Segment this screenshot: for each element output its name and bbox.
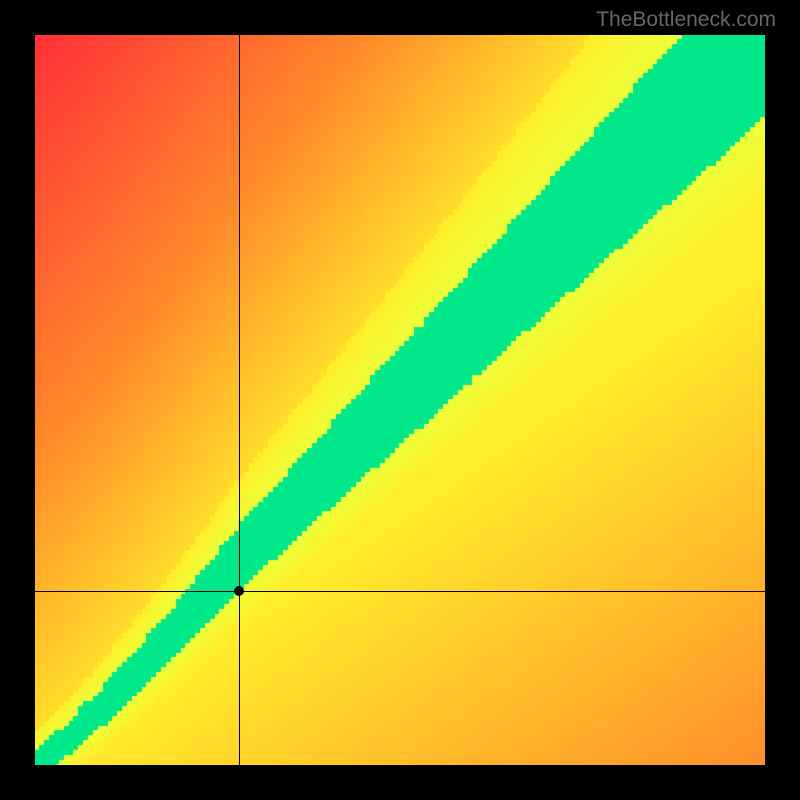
crosshair-horizontal <box>35 591 765 592</box>
marker-dot <box>234 586 244 596</box>
crosshair-vertical <box>239 35 240 765</box>
watermark-text: TheBottleneck.com <box>596 8 776 32</box>
heatmap-canvas <box>35 35 765 765</box>
bottleneck-heatmap <box>35 35 765 765</box>
